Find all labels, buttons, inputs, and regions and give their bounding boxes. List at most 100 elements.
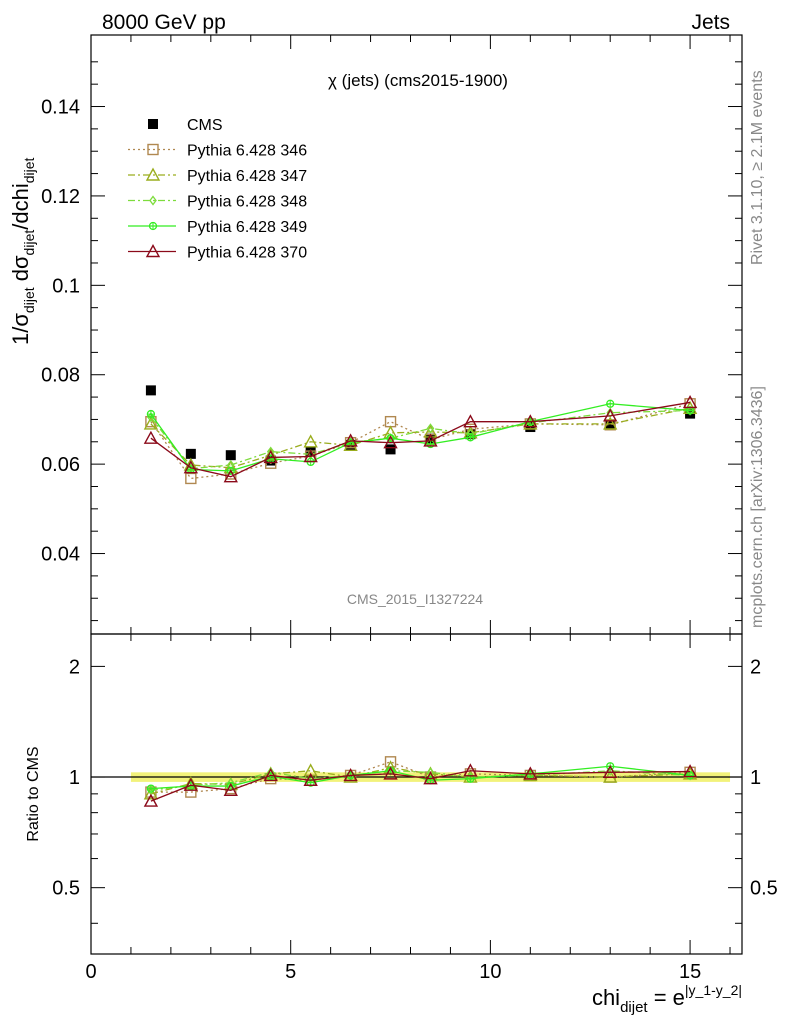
ratio-data-point xyxy=(603,769,618,783)
legend-marker xyxy=(148,221,158,231)
ratio-panel: 0.5 0.5 1 1 2 2 0 5 10 15 xyxy=(52,633,778,983)
legend-entry-pythia-6-428-370: Pythia 6.428 370 xyxy=(128,244,307,262)
data-point xyxy=(426,423,435,434)
ratio-ytick-label: 2 xyxy=(69,656,80,678)
ratio-series-pythia-6-428-370 xyxy=(143,763,698,807)
data-point xyxy=(143,416,159,430)
x-axis-label: chidijet = e|y_1-y_2| xyxy=(592,982,742,1016)
ratio-frame xyxy=(90,633,743,955)
data-point xyxy=(523,414,538,428)
data-point xyxy=(384,415,397,428)
data-point xyxy=(604,419,616,431)
ratio-data-point xyxy=(523,766,538,780)
ratio-data-point xyxy=(143,786,159,800)
ratio-series-line xyxy=(150,770,691,791)
data-point xyxy=(183,460,199,474)
main-panel: 0.04 0.06 0.08 0.1 0.12 0.14 χ (jets) (cms201… xyxy=(41,34,743,635)
legend-label: CMS xyxy=(187,117,223,134)
main-ytick-label: 0.14 xyxy=(41,97,80,119)
series-cms xyxy=(145,385,696,466)
legend-label: Pythia 6.428 349 xyxy=(187,219,307,236)
ratio-ytick-label-right: 2 xyxy=(750,656,761,678)
xtick-label: 5 xyxy=(285,961,296,983)
data-point xyxy=(185,472,197,485)
data-point xyxy=(466,433,475,442)
data-point xyxy=(463,414,478,428)
legend-label: Pythia 6.428 348 xyxy=(187,194,307,211)
ratio-ytick-label-right: 1 xyxy=(750,767,761,789)
xtick-labels: 0 5 10 15 xyxy=(85,961,701,983)
data-point xyxy=(603,416,618,430)
main-series-group xyxy=(143,385,698,485)
legend-marker xyxy=(148,119,158,129)
ratio-ylabel: Ratio to CMS xyxy=(25,746,42,841)
ratio-ytick-labels: 0.5 0.5 1 1 2 2 xyxy=(52,656,778,899)
data-point xyxy=(423,424,438,438)
mcplots-label: mcplots.cern.ch [arXiv:1306.3436] xyxy=(749,386,766,628)
main-ytick-label: 0.04 xyxy=(41,544,80,566)
data-point xyxy=(143,430,159,444)
main-axis-ticks xyxy=(90,35,742,634)
main-ytick-label: 0.08 xyxy=(41,365,80,387)
data-point xyxy=(603,408,618,422)
ratio-data-point xyxy=(143,793,159,807)
legend-marker xyxy=(149,195,157,206)
ratio-axis-ticks xyxy=(90,634,742,954)
ratio-data-point xyxy=(303,763,318,777)
data-point xyxy=(343,433,358,447)
xtick-label: 0 xyxy=(85,961,96,983)
data-point xyxy=(682,394,698,409)
series-line xyxy=(150,401,691,478)
ratio-series-line xyxy=(150,765,691,790)
data-point xyxy=(145,385,156,396)
header-process: Jets xyxy=(691,11,730,34)
main-ytick-labels: 0.04 0.06 0.08 0.1 0.12 0.14 xyxy=(41,97,80,566)
data-point xyxy=(225,450,236,461)
ratio-data-point xyxy=(303,772,318,786)
ratio-data-point xyxy=(383,766,398,780)
ratio-data-point xyxy=(226,781,235,791)
data-point xyxy=(223,469,238,483)
data-point xyxy=(263,449,278,464)
ratio-data-point xyxy=(423,771,438,785)
main-ytick-label: 0.12 xyxy=(41,186,80,208)
legend-entry-pythia-6-428-347: Pythia 6.428 347 xyxy=(128,167,307,185)
legend-marker xyxy=(145,244,161,258)
legend-label: Pythia 6.428 347 xyxy=(187,168,307,185)
xtick-label: 10 xyxy=(479,961,501,983)
series-pythia-6-428-348 xyxy=(147,405,694,474)
data-point xyxy=(303,434,318,448)
main-ylabel: 1/σdijet dσdijet/dchidijet xyxy=(8,157,37,345)
ratio-data-point xyxy=(685,771,695,780)
series-line xyxy=(150,403,691,480)
rivet-version-label: Rivet 3.1.10, ≥ 2.1M events xyxy=(749,70,766,265)
analysis-watermark: CMS_2015_I1327224 xyxy=(347,591,483,607)
data-point xyxy=(606,399,615,408)
data-point xyxy=(303,449,318,463)
legend-label: Pythia 6.428 346 xyxy=(187,143,307,160)
ratio-data-point xyxy=(463,763,478,777)
data-point xyxy=(185,448,196,459)
ratio-series-line xyxy=(150,770,691,802)
legend-entry-pythia-6-428-348: Pythia 6.428 348 xyxy=(128,194,307,211)
ratio-data-point xyxy=(263,767,278,782)
data-point xyxy=(605,419,616,430)
ratio-data-point xyxy=(343,767,358,782)
ratio-data-point xyxy=(603,764,618,779)
series-line xyxy=(150,403,691,472)
main-title: χ (jets) (cms2015-1900) xyxy=(328,71,508,90)
ratio-data-point xyxy=(682,764,698,778)
legend-label: Pythia 6.428 370 xyxy=(187,245,307,262)
data-point xyxy=(423,433,438,447)
data-point xyxy=(383,435,398,449)
ratio-data-point xyxy=(146,784,156,793)
data-point xyxy=(385,444,396,455)
legend-entry-pythia-6-428-346: Pythia 6.428 346 xyxy=(128,143,307,160)
legend-entry-cms: CMS xyxy=(148,117,223,134)
ratio-series-group xyxy=(143,756,698,807)
data-point xyxy=(606,407,615,418)
ratio-data-point xyxy=(223,782,238,797)
legend-entry-pythia-6-428-349: Pythia 6.428 349 xyxy=(128,219,307,236)
data-point xyxy=(425,433,436,444)
